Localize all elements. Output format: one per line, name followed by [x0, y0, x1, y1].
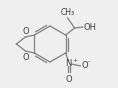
Text: N: N — [65, 59, 72, 67]
Text: O: O — [22, 26, 29, 35]
Text: O: O — [82, 62, 88, 70]
Text: ⁻: ⁻ — [87, 61, 90, 67]
Text: +: + — [72, 57, 77, 62]
Text: CH₃: CH₃ — [61, 8, 75, 17]
Text: OH: OH — [84, 23, 97, 32]
Text: O: O — [22, 53, 29, 62]
Text: O: O — [65, 75, 72, 84]
